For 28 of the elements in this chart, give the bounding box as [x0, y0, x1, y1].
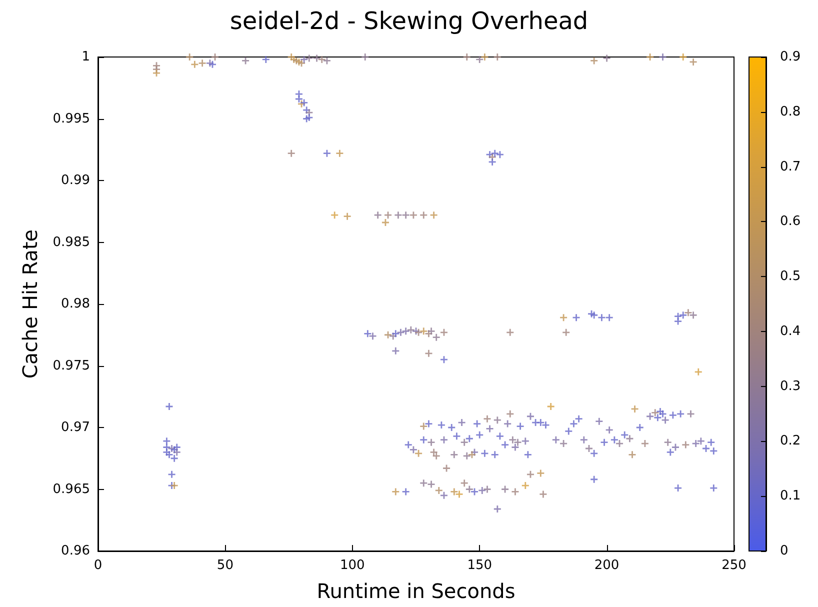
y-tick-label: 0.965 [52, 482, 90, 497]
y-tick-label: 0.975 [52, 358, 90, 374]
color-bar-label: 0.3 [780, 378, 801, 394]
y-tick-label: 0.96 [61, 544, 90, 558]
color-bar-label: 0.6 [780, 214, 801, 230]
x-axis-title: Runtime in Seconds [316, 579, 516, 603]
x-tick-label: 250 [722, 558, 746, 573]
y-tick-label: 0.98 [61, 296, 90, 312]
y-tick-label: 0.97 [61, 420, 90, 435]
color-bar-label: 0.1 [780, 488, 801, 504]
chart-title: seidel-2d - Skewing Overhead [230, 7, 588, 35]
x-tick-label: 0 [94, 558, 102, 573]
x-tick-label: 50 [216, 558, 234, 573]
y-tick-label: 0.995 [52, 111, 90, 126]
x-tick-label: 100 [340, 558, 365, 573]
x-tick-label: 200 [594, 558, 620, 573]
color-bar-label: 0.8 [780, 104, 801, 120]
color-bar-label: 0.4 [780, 324, 801, 339]
y-tick-label: 0.985 [52, 234, 90, 250]
color-bar-label: 0.5 [780, 269, 801, 284]
color-bar-label: 0 [780, 544, 788, 558]
y-tick-label: 0.99 [61, 173, 90, 188]
color-bar-label: 0.7 [780, 159, 801, 174]
y-axis-title: Cache Hit Rate [18, 229, 42, 379]
y-tick-label: 1 [82, 50, 90, 64]
color-bar-label: 0.2 [780, 434, 801, 449]
color-bar-label: 0.9 [780, 50, 801, 64]
x-tick-label: 150 [467, 558, 492, 573]
